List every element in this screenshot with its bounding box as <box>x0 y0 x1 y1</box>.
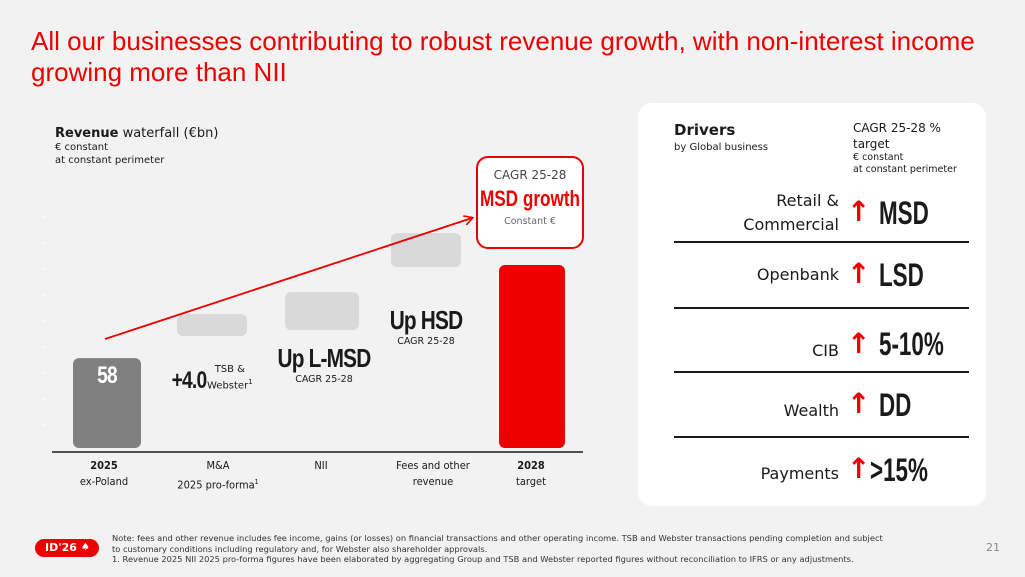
chart-subtitle-1: € constant <box>55 142 109 153</box>
callout-constant-label: Constant € <box>504 216 556 227</box>
driver-name: Openbank <box>756 265 839 284</box>
driver-value: LSD <box>879 257 924 293</box>
drivers-subtitle: by Global business <box>674 142 769 153</box>
x-tick-label: 2025 ex-Poland <box>79 459 129 488</box>
event-badge-label: ID'26 <box>45 541 77 554</box>
ma-sub-line1: TSB & <box>214 364 245 375</box>
driver-row-wealth: Wealth ↑ DD <box>674 373 969 438</box>
ma-sub-line2: Webster <box>207 380 249 392</box>
bar-sublabel-ma: TSB & Webster1 <box>207 363 253 392</box>
callout-growth-label: MSD growth <box>479 186 581 211</box>
driver-row-retail: Retail & Commercial ↑ MSD <box>674 185 969 243</box>
waterfall-bar-total <box>73 358 141 448</box>
chart-title-bold: Revenue <box>55 126 119 141</box>
driver-value: DD <box>879 387 912 423</box>
x-tick-label: 2028 target <box>515 459 547 488</box>
up-arrow-icon: ↑ <box>847 327 871 360</box>
cagr-header-line1: CAGR 25-28 % <box>853 121 941 135</box>
cagr-header-line3: € constant <box>853 152 904 163</box>
cagr-header-line4: at constant perimeter <box>853 164 957 175</box>
up-arrow-icon: ↑ <box>847 387 871 420</box>
cagr-header-line2: target <box>853 137 890 151</box>
waterfall-bar-increment <box>285 292 359 331</box>
drivers-title: Drivers <box>674 121 736 139</box>
bar-label-2025: 58 <box>97 362 118 389</box>
x-tick-label: NII <box>314 459 328 472</box>
driver-name: CIB <box>812 341 839 360</box>
bar-label-fees: Up HSD CAGR 25-28 <box>381 305 472 347</box>
growth-arrow <box>104 218 472 340</box>
driver-row-payments: Payments ↑ >15% <box>674 438 969 500</box>
waterfall-svg <box>43 0 583 453</box>
driver-value: MSD <box>879 195 929 231</box>
chart-subtitle-2: at constant perimeter <box>55 155 165 166</box>
driver-name: Payments <box>760 464 839 483</box>
chart-title-rest: waterfall (€bn) <box>118 126 219 141</box>
driver-name: Retail & Commercial <box>743 191 839 234</box>
driver-row-openbank: Openbank ↑ LSD <box>674 243 969 309</box>
cagr-callout-box: CAGR 25-28 MSD growth Constant € <box>476 156 584 249</box>
chart-header: Revenue waterfall (€bn) € constant at co… <box>55 126 218 167</box>
revenue-waterfall-chart: 58 +4.0 TSB & Webster1 Up L-MSD CAGR 25-… <box>43 0 584 492</box>
slide-title: All our businesses contributing to robus… <box>31 26 975 87</box>
waterfall-bar-increment <box>391 233 461 268</box>
footnotes: Note: fees and other revenue includes fe… <box>112 533 892 565</box>
fees-cagr-label: CAGR 25-28 <box>397 336 455 347</box>
drivers-cagr-header: CAGR 25-28 % target € constant at consta… <box>853 120 957 176</box>
page-number: 21 <box>986 541 1000 554</box>
footnote-1: 1. Revenue 2025 NII 2025 pro-forma figur… <box>112 554 854 564</box>
footnote-note: Note: fees and other revenue includes fe… <box>112 533 883 554</box>
callout-cagr-label: CAGR 25-28 <box>493 168 567 182</box>
driver-row-cib: CIB ↑ 5-10% <box>674 309 969 373</box>
event-badge: ID'26 ♠ <box>35 539 99 557</box>
up-arrow-icon: ↑ <box>847 452 871 485</box>
footnote-marker: 1 <box>248 378 253 386</box>
up-arrow-icon: ↑ <box>847 195 871 228</box>
nii-cagr-label: CAGR 25-28 <box>295 374 353 385</box>
x-tick-label: M&A 2025 pro-forma1 <box>177 459 259 492</box>
drivers-panel: Drivers by Global business CAGR 25-28 % … <box>638 103 986 506</box>
santander-flame-icon: ♠ <box>81 542 90 553</box>
up-arrow-icon: ↑ <box>847 257 871 290</box>
chart-title: Revenue waterfall (€bn) <box>55 126 218 141</box>
driver-name: Wealth <box>783 401 839 420</box>
x-tick-label: Fees and other revenue <box>396 459 470 488</box>
driver-value: >15% <box>870 452 928 488</box>
bar-label-ma: +4.0 <box>171 367 208 394</box>
waterfall-bar-increment <box>177 314 247 337</box>
waterfall-bar-total <box>499 265 565 448</box>
driver-value: 5-10% <box>879 326 944 362</box>
bar-label-nii: Up L-MSD CAGR 25-28 <box>266 343 382 385</box>
